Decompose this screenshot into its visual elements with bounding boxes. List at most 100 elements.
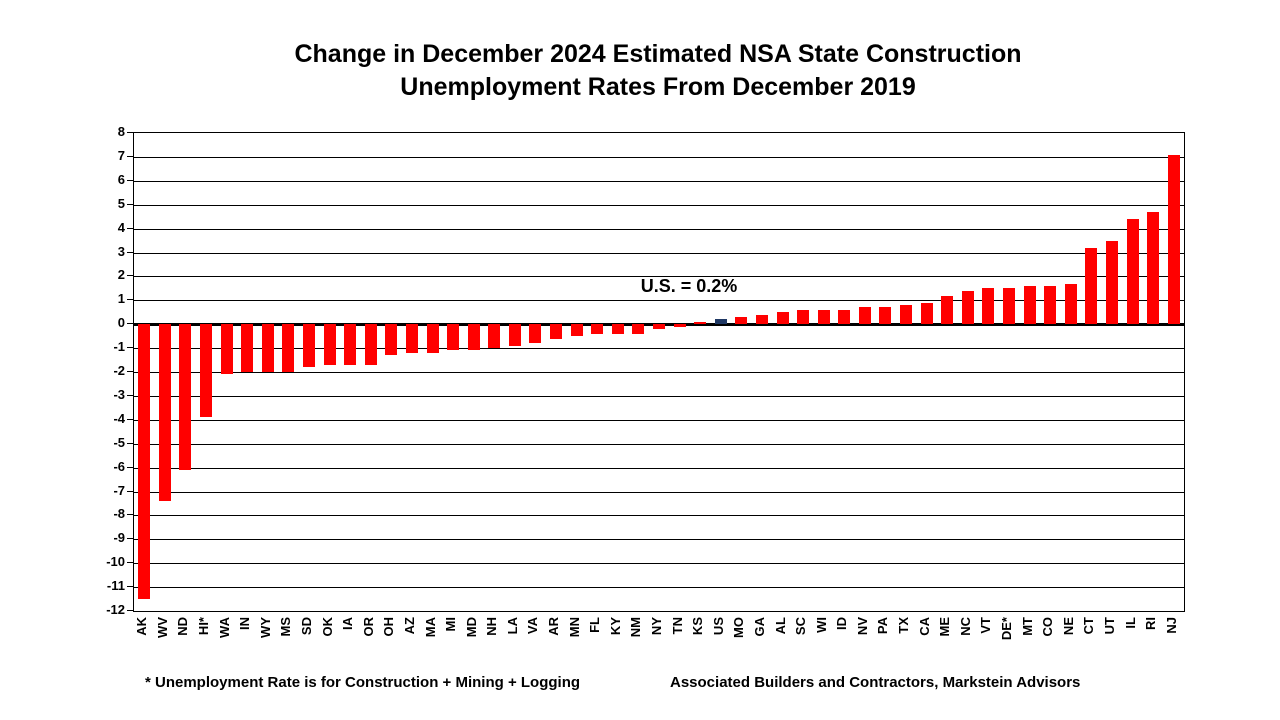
gridline (134, 252, 1184, 254)
bar-me (941, 295, 954, 325)
y-axis-label: -12 (106, 602, 125, 617)
bar-ks (694, 321, 707, 325)
y-axis-tick (127, 275, 133, 277)
x-axis-label: ME (937, 617, 953, 637)
bar-us-highlight (714, 319, 727, 325)
gridline (134, 539, 1184, 541)
x-axis-label: WA (216, 617, 232, 638)
gridline (134, 563, 1184, 565)
y-axis-tick (127, 610, 133, 611)
y-axis-label: 3 (117, 243, 125, 259)
gridline (134, 419, 1184, 421)
bar-nh (488, 324, 501, 349)
y-axis-label: 6 (117, 171, 125, 187)
y-axis-tick (127, 155, 133, 157)
x-axis-label: WV (154, 617, 170, 638)
x-axis-label: CO (1040, 617, 1056, 637)
bar-mn (570, 324, 583, 337)
bar-ms (282, 324, 295, 372)
x-axis-label: IL (1122, 617, 1138, 629)
x-axis-label: WY (257, 617, 273, 638)
x-axis-label: UT (1101, 617, 1117, 635)
bar-il (1126, 219, 1139, 325)
x-axis-label: US (710, 617, 726, 636)
gridline (134, 276, 1184, 278)
bar-wv (158, 324, 171, 502)
bar-ri (1147, 211, 1160, 325)
x-axis-label: HI* (196, 617, 212, 636)
y-axis-label: -10 (106, 554, 125, 570)
gridline (134, 467, 1184, 469)
x-axis-label: AL (772, 617, 788, 635)
bar-ok (323, 324, 336, 365)
y-axis-tick (127, 203, 133, 205)
us-value-annotation: U.S. = 0.2% (640, 276, 738, 296)
y-axis-tick (127, 562, 133, 564)
y-axis-label: -3 (113, 386, 125, 402)
y-axis-label: 5 (117, 195, 125, 211)
bar-nd (179, 324, 192, 470)
bar-mt (1023, 285, 1036, 325)
bar-nc (961, 290, 974, 325)
x-axis-label: MI (443, 617, 459, 632)
bar-hi (200, 324, 213, 418)
y-axis-tick (127, 299, 133, 301)
y-axis-tick (127, 538, 133, 540)
x-axis-label: ND (175, 617, 191, 636)
x-axis-label: MO (731, 617, 747, 638)
bar-va (529, 324, 542, 344)
y-axis-tick (127, 179, 133, 181)
y-axis-label: 0 (117, 315, 125, 331)
y-axis-label: 2 (117, 267, 125, 283)
bar-wy (261, 324, 274, 372)
x-axis-label: ID (834, 617, 850, 630)
gridline (134, 156, 1184, 158)
x-axis-label: TX (896, 617, 912, 634)
footnote-text: * Unemployment Rate is for Construction … (145, 674, 581, 691)
bar-mo (735, 317, 748, 325)
gridline (134, 372, 1184, 373)
y-axis-label: 7 (117, 147, 125, 163)
y-axis-label: -11 (106, 578, 125, 594)
x-axis-label: NC (957, 617, 973, 636)
x-axis-label: MA (422, 617, 438, 638)
bar-nv (858, 307, 871, 325)
bar-id (838, 309, 851, 325)
x-axis-label: VT (978, 617, 994, 634)
gridline (134, 395, 1184, 397)
gridline (134, 180, 1184, 182)
gridline (134, 515, 1184, 517)
bar-tn (673, 324, 686, 327)
x-axis-label: NV (854, 617, 870, 636)
bar-in (241, 324, 254, 372)
x-axis-label: LA (504, 617, 520, 635)
bar-md (467, 324, 480, 351)
x-axis-label: AR (546, 617, 562, 636)
x-axis-label: MT (1019, 617, 1035, 636)
bar-pa (879, 307, 892, 325)
bar-oh (385, 324, 398, 356)
y-axis-tick (127, 323, 133, 325)
bar-de (1003, 288, 1015, 325)
y-axis-label: -7 (113, 482, 125, 498)
y-axis-tick (127, 586, 133, 588)
gridline (134, 348, 1184, 350)
gridline (134, 300, 1184, 302)
y-axis-tick (127, 394, 133, 396)
x-axis-label: MS (278, 617, 294, 637)
y-axis-tick (127, 227, 133, 229)
x-axis-label: NE (1060, 617, 1076, 636)
bar-ct (1085, 247, 1098, 325)
x-axis-label: NJ (1163, 617, 1179, 634)
bar-ky (611, 324, 624, 334)
x-axis-label: MN (566, 617, 582, 638)
chart-title-line1: Change in December 2024 Estimated NSA St… (294, 40, 1022, 68)
bar-wi (817, 309, 830, 325)
bar-nm (632, 324, 645, 334)
x-axis-label: MD (463, 617, 479, 638)
x-axis-label: KS (690, 617, 706, 636)
bar-or (364, 324, 377, 365)
x-axis-label: CA (916, 617, 932, 636)
y-axis-tick (127, 371, 133, 372)
